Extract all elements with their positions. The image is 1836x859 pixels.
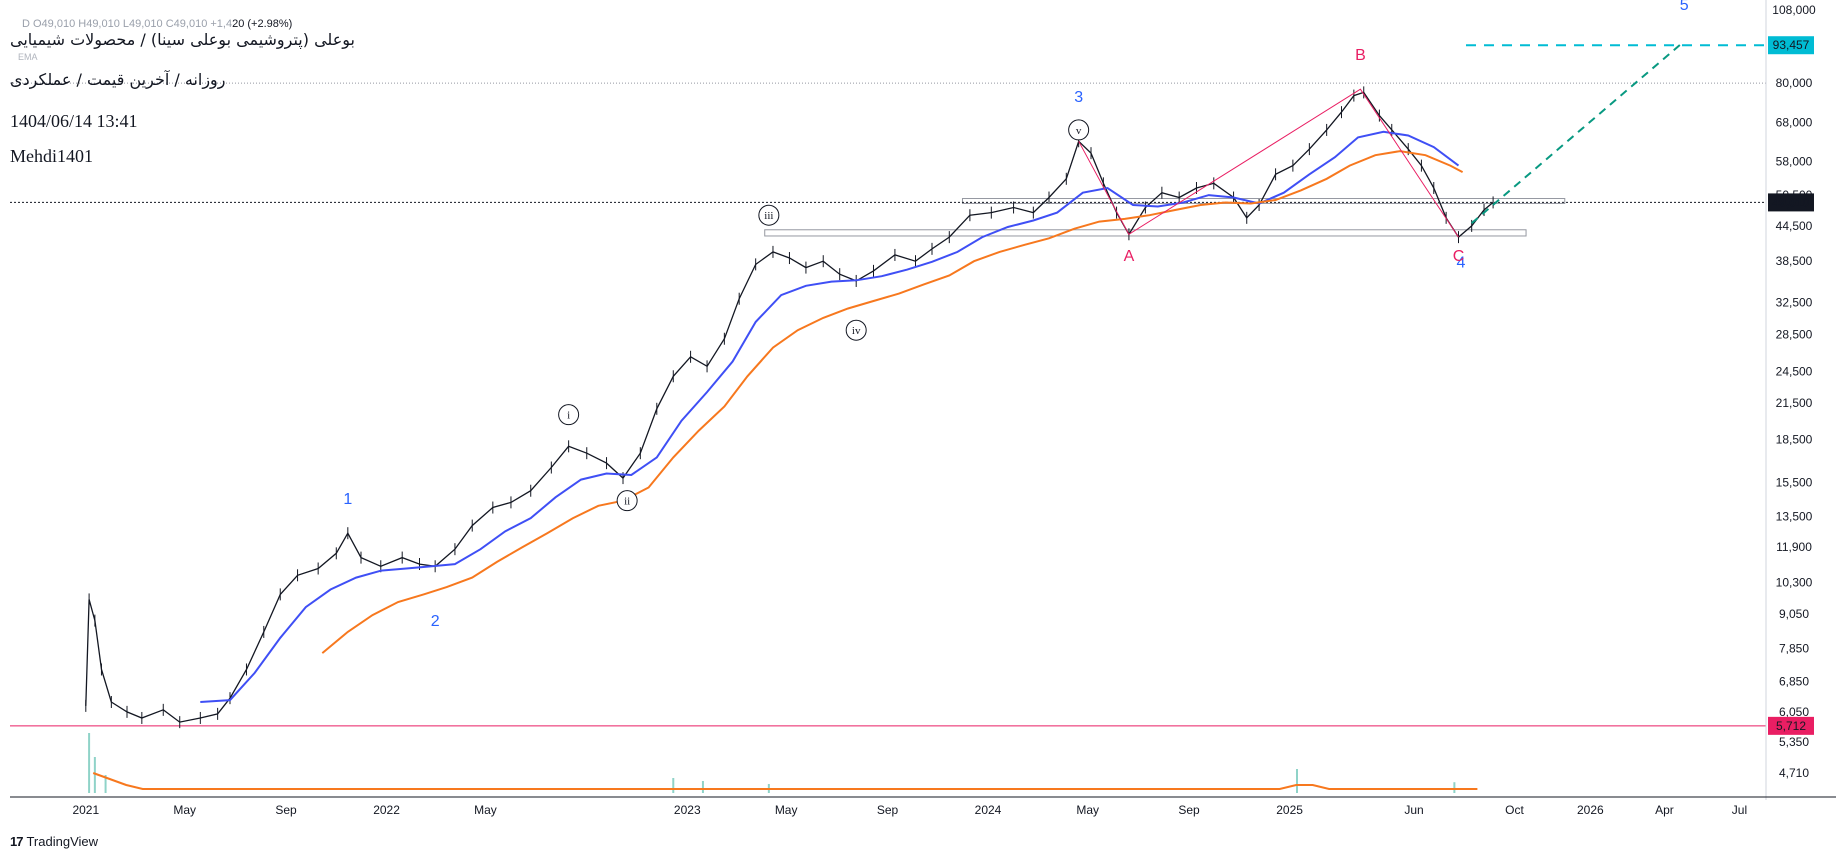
price-tick-label: 4,710 [1779,766,1809,780]
time-tick-label: Sep [1178,803,1200,817]
price-tick-label: 11,900 [1776,540,1812,554]
wave-label: 3 [1074,89,1083,106]
wave-label: iii [764,210,773,222]
wave-label: C [1453,248,1465,265]
ema-fast-line [200,130,1460,703]
series-lines [85,86,1494,729]
price-tick-label: 68,000 [1776,116,1813,130]
price-tick-label: 80,000 [1776,76,1813,90]
price-tick-label: 108,000 [1772,3,1816,17]
wave-label: B [1355,47,1366,64]
abc-wave-line [1078,88,1459,238]
volume-pane [88,733,1478,793]
current-price-tag [1768,193,1814,212]
target-price-label: 93,457 [1773,38,1810,52]
horizontal-zones [764,198,1566,237]
price-tick-label: 10,300 [1776,575,1813,589]
wave-label-circle [1068,119,1090,141]
wave-label: v [1076,125,1082,137]
support-zone [764,229,1527,237]
time-tick-label: Oct [1505,803,1524,817]
wave-label: 1 [343,491,352,508]
price-tick-label: 58,000 [1776,154,1813,168]
support-zone [961,198,1566,204]
wave-label: ii [624,496,630,508]
price-tick-label: 5,350 [1779,735,1809,749]
time-tick-label: May [775,803,798,817]
time-tick-label: 2021 [72,803,99,817]
volume-bar [1296,769,1298,793]
wave-label: 4 [1457,255,1466,272]
volume-bar [88,733,91,793]
price-tick-label: 28,500 [1776,327,1813,341]
wave-label-circle [558,404,580,426]
wave-label-circle [758,204,780,226]
volume-bar [104,775,107,793]
author-name: Mehdi1401 [10,146,93,166]
volume-ema-line [92,772,1478,790]
price-tick-label: 32,500 [1776,295,1813,309]
price-tick-label: 21,500 [1776,396,1813,410]
time-tick-label: Apr [1655,803,1674,817]
time-tick-label: Jul [1732,803,1747,817]
volume-bar [93,757,96,793]
time-tick-label: 2026 [1577,803,1604,817]
ohlc-readout: D O49,010 H49,010 L49,010 C49,010 +1,420… [22,18,292,30]
horizontal-lines [10,82,1766,727]
time-tick-label: Jun [1404,803,1423,817]
time-tick-label: May [474,803,497,817]
wave5-projection-line [1471,40,1685,224]
time-tick-label: 2022 [373,803,400,817]
symbol-title: بوعلی (پتروشیمی بوعلی سینا) / محصولات شی… [10,30,355,49]
ema-slow-line [321,150,1464,654]
projection-line [1466,40,1766,224]
price-line [85,91,1494,723]
price-tick-label: 38,500 [1776,254,1813,268]
price-tick-label: 7,850 [1779,641,1809,655]
tradingview-logo[interactable]: 17 TradingView [10,834,98,849]
price-tick-label: 13,500 [1776,509,1813,523]
price-tick-label: 24,500 [1776,364,1813,378]
wave-label-circle [616,490,638,512]
price-tick-label: 6,050 [1779,705,1809,719]
tradingview-logo-icon: 17 [10,834,24,849]
change-value: 20 (+2.98%) [232,18,293,30]
time-tick-label: 2024 [975,803,1002,817]
time-tick-label: Sep [275,803,297,817]
time-tick-label: May [1076,803,1099,817]
price-scale[interactable]: 108,00093,45780,00068,00058,00050,50049,… [1765,0,1816,800]
price-tick-label: 6,850 [1779,675,1809,689]
wave-label: i [567,410,570,422]
volume-bar [701,781,704,793]
chart-subtitle: روزانه / آخرین قیمت / عملکردی [10,70,226,89]
ohlc-values: D O49,010 H49,010 L49,010 C49,010 +1,4 [22,18,233,30]
tradingview-name: TradingView [26,834,99,849]
time-tick-label: 2023 [674,803,701,817]
abc-correction-lines [1078,88,1459,238]
wave-label: 2 [431,613,440,630]
support-price-label: 5,712 [1776,719,1806,733]
support-price-tag [1768,716,1814,735]
price-tick-label: 15,500 [1776,476,1813,490]
timestamp: 1404/06/14 13:41 [10,111,138,131]
wave-label: iv [852,325,861,337]
price-tick-label: 9,050 [1779,607,1809,621]
wave-label: A [1124,248,1135,265]
time-tick-label: May [173,803,196,817]
time-scale[interactable]: 2021 May Sep 2022 May 2023 May Sep 2024 May Sep 202… [10,796,1836,817]
price-tick-label: 18,500 [1776,433,1813,447]
price-tick-label: 44,500 [1776,219,1813,233]
time-tick-label: Sep [877,803,899,817]
wave-label: 5 [1680,0,1689,14]
current-price-label: 49,010 [1773,195,1810,209]
indicator-tag: EMA [18,52,38,62]
volume-bar [672,778,675,793]
target-price-tag [1768,36,1814,55]
volume-bar [1453,782,1456,793]
wave-label-circle [845,319,867,341]
time-tick-label: 2025 [1276,803,1303,817]
